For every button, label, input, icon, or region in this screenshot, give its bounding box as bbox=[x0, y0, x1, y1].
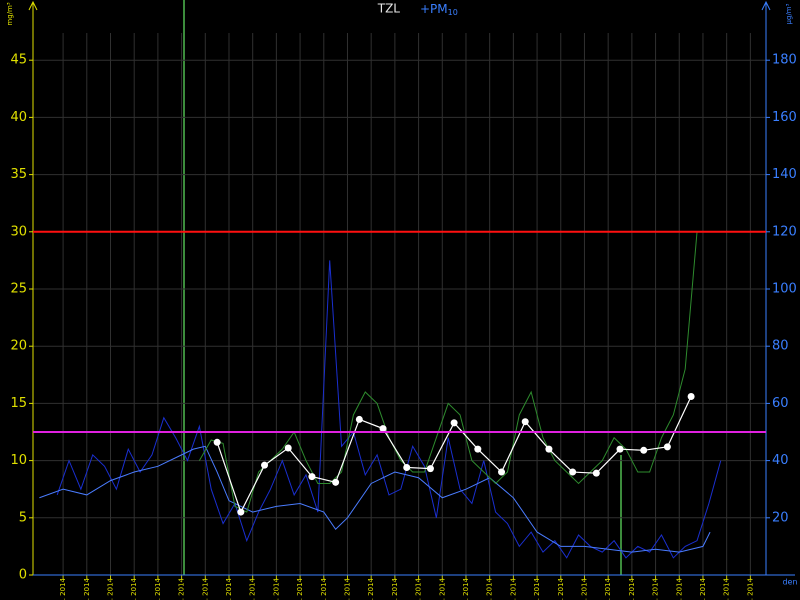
y2-tick-label: 180 bbox=[772, 53, 797, 68]
data-point bbox=[308, 473, 316, 481]
data-point bbox=[640, 446, 648, 454]
y2-unit: µg/m³ bbox=[785, 3, 793, 24]
x-tick-label: 23.12. 2014 bbox=[652, 577, 660, 600]
x-tick-label: 16.12. 2014 bbox=[486, 577, 494, 600]
y2-tick-label: 120 bbox=[772, 224, 797, 239]
y2-tick-label: 140 bbox=[772, 167, 797, 182]
data-point bbox=[569, 468, 577, 476]
x-tick-label: 14.12. 2014 bbox=[438, 577, 446, 600]
title-part: +PM bbox=[420, 2, 448, 16]
data-point bbox=[450, 419, 458, 427]
title-sub: 10 bbox=[448, 8, 458, 17]
y-tick-label: 15 bbox=[10, 396, 27, 411]
data-point bbox=[237, 508, 245, 516]
x-tick-label: 29.11. 2014 bbox=[83, 577, 91, 600]
data-point bbox=[403, 463, 411, 471]
y-tick-label: 0 bbox=[19, 568, 27, 583]
x-tick-label: 7.12. 2014 bbox=[272, 577, 280, 600]
x-tick-label: 10.12. 2014 bbox=[343, 577, 351, 600]
x-tick-label: 15.12. 2014 bbox=[462, 577, 470, 600]
x-tick-label: 11.12. 2014 bbox=[367, 577, 375, 600]
x-tick-label: 21.12. 2014 bbox=[604, 577, 612, 600]
data-point bbox=[663, 443, 671, 451]
data-point bbox=[379, 425, 387, 433]
data-point bbox=[616, 445, 624, 453]
data-point bbox=[426, 465, 434, 473]
x-tick-label: 9.12. 2014 bbox=[320, 577, 328, 600]
data-point bbox=[498, 468, 506, 476]
x-tick-label: 5.12. 2014 bbox=[225, 577, 233, 600]
y-tick-label: 5 bbox=[19, 510, 27, 525]
data-point bbox=[687, 393, 695, 401]
x-tick-label: 4.12. 2014 bbox=[201, 577, 209, 600]
data-point bbox=[592, 469, 600, 477]
series-line bbox=[198, 231, 698, 513]
x-tick-label: 30.11. 2014 bbox=[106, 577, 114, 600]
chart-title-2: +PM10 bbox=[420, 2, 458, 17]
x-tick-label: 13.12. 2014 bbox=[415, 577, 423, 600]
y-unit: mg/m³ bbox=[6, 2, 14, 25]
data-point bbox=[213, 438, 221, 446]
x-tick-label: 20.12. 2014 bbox=[580, 577, 588, 600]
x-tick-label: 2.12. 2014 bbox=[154, 577, 162, 600]
data-point bbox=[474, 445, 482, 453]
x-tick-label: 12.12. 2014 bbox=[391, 577, 399, 600]
y-tick-label: 10 bbox=[10, 453, 27, 468]
y2-tick-label: 100 bbox=[772, 282, 797, 297]
y2-tick-label: 40 bbox=[772, 453, 789, 468]
series-line bbox=[39, 445, 711, 553]
x-tick-label: 26.12. 2014 bbox=[723, 577, 731, 600]
data-point bbox=[355, 415, 363, 423]
y2-axis-arrow bbox=[761, 0, 771, 11]
y2-tick-label: 60 bbox=[772, 396, 789, 411]
data-point bbox=[284, 444, 292, 452]
x-label: den bbox=[782, 578, 797, 587]
x-tick-label: 1.12. 2014 bbox=[130, 577, 138, 600]
y-tick-label: 20 bbox=[10, 339, 27, 354]
x-tick-label: 17.12. 2014 bbox=[509, 577, 517, 600]
x-tick-label: 22.12. 2014 bbox=[628, 577, 636, 600]
chart-title: TZL bbox=[377, 2, 401, 16]
x-tick-label: 27.12. 2014 bbox=[746, 577, 754, 600]
x-tick-label: 24.12. 2014 bbox=[675, 577, 683, 600]
x-tick-label: 19.12. 2014 bbox=[557, 577, 565, 600]
x-tick-label: 3.12. 2014 bbox=[178, 577, 186, 600]
y-axis-arrow bbox=[28, 0, 38, 11]
data-point bbox=[261, 461, 269, 469]
y-tick-label: 45 bbox=[10, 53, 27, 68]
y2-tick-label: 80 bbox=[772, 339, 789, 354]
x-tick-label: 6.12. 2014 bbox=[249, 577, 257, 600]
x-tick-label: 18.12. 2014 bbox=[533, 577, 541, 600]
y-tick-label: 25 bbox=[10, 282, 27, 297]
data-point bbox=[521, 418, 529, 426]
data-point bbox=[332, 478, 340, 486]
y2-tick-label: 160 bbox=[772, 110, 797, 125]
y-tick-label: 30 bbox=[10, 224, 27, 239]
y2-tick-label: 20 bbox=[772, 510, 789, 525]
x-tick-label: 28.11. 2014 bbox=[59, 577, 67, 600]
data-point bbox=[545, 445, 553, 453]
series-line bbox=[56, 260, 722, 559]
y-tick-label: 40 bbox=[10, 110, 27, 125]
y-tick-label: 35 bbox=[10, 167, 27, 182]
x-tick-label: 25.12. 2014 bbox=[699, 577, 707, 600]
x-tick-label: 8.12. 2014 bbox=[296, 577, 304, 600]
